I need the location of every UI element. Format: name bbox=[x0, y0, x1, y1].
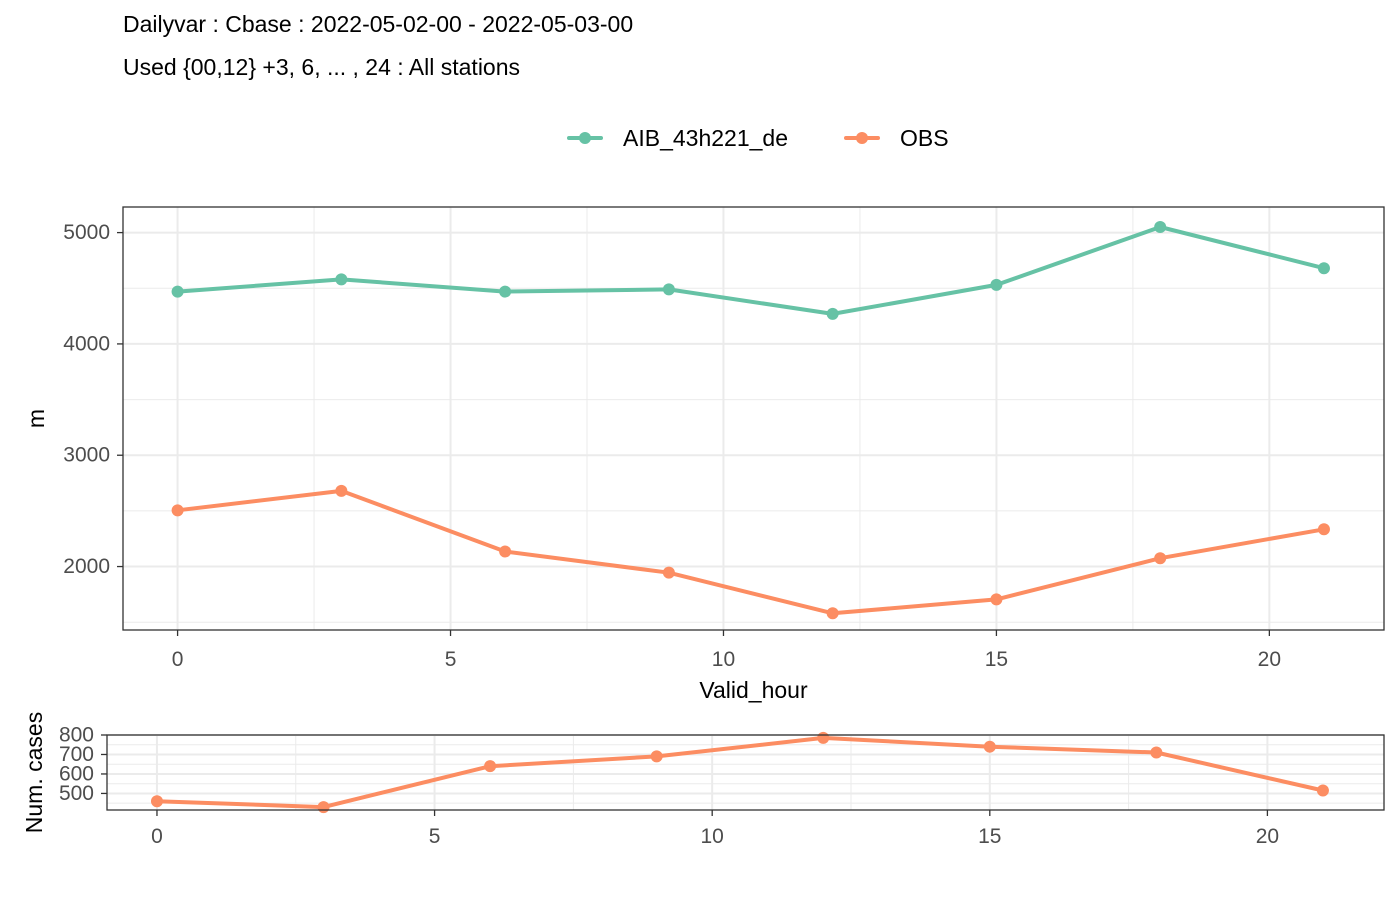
main-data-point bbox=[171, 504, 184, 517]
cases-y-tick-label: 800 bbox=[59, 724, 94, 747]
legend-item-model: AIB_43h221_de bbox=[565, 118, 788, 158]
cases-data-point bbox=[150, 795, 163, 808]
cases-x-tick-label: 5 bbox=[429, 825, 441, 848]
cases-x-tick-label: 15 bbox=[978, 825, 1001, 848]
cases-panel-border bbox=[106, 734, 1385, 811]
legend-item-obs: OBS bbox=[842, 118, 949, 158]
main-data-point bbox=[335, 273, 348, 286]
legend-key-model bbox=[565, 118, 605, 158]
legend-label-obs: OBS bbox=[900, 124, 949, 151]
main-data-point bbox=[990, 278, 1003, 291]
main-y-tick-label: 5000 bbox=[63, 221, 110, 244]
cases-y-axis-label: Num. cases bbox=[21, 712, 47, 833]
cases-data-point bbox=[817, 731, 830, 744]
main-y-tick-label: 4000 bbox=[63, 332, 110, 355]
main-panel bbox=[123, 207, 1384, 630]
main-y-tick-label: 2000 bbox=[63, 555, 110, 578]
main-data-point bbox=[499, 545, 512, 558]
main-x-tick-label: 10 bbox=[712, 648, 735, 671]
chart-title: Dailyvar : Cbase : 2022-05-02-00 - 2022-… bbox=[123, 11, 634, 37]
main-x-tick-label: 15 bbox=[985, 648, 1008, 671]
main-data-point bbox=[990, 593, 1003, 606]
main-series-line-1 bbox=[175, 488, 1326, 616]
main-data-point bbox=[499, 285, 512, 298]
main-data-point bbox=[662, 566, 675, 579]
cases-data-point bbox=[650, 750, 663, 763]
legend-label-model: AIB_43h221_de bbox=[623, 124, 788, 151]
cases-data-point bbox=[317, 801, 330, 814]
main-series-line-0 bbox=[175, 225, 1326, 316]
main-data-point bbox=[1154, 221, 1167, 234]
cases-data-point bbox=[1316, 784, 1329, 797]
main-data-point bbox=[826, 607, 839, 620]
legend-key-obs bbox=[842, 118, 882, 158]
main-data-point bbox=[1317, 262, 1330, 275]
main-x-tick-label: 5 bbox=[445, 648, 457, 671]
main-y-tick-label: 3000 bbox=[63, 444, 110, 467]
cases-x-tick-label: 20 bbox=[1256, 825, 1279, 848]
cases-series-line-0 bbox=[155, 735, 1325, 810]
chart-subtitle: Used {00,12} +3, 6, ... , 24 : All stati… bbox=[123, 54, 521, 80]
cases-x-tick-label: 10 bbox=[701, 825, 724, 848]
main-data-point bbox=[1317, 523, 1330, 536]
main-data-point bbox=[1154, 552, 1167, 565]
main-panel-border bbox=[122, 206, 1385, 631]
main-x-axis-label: Valid_hour bbox=[699, 677, 808, 703]
cases-x-tick-label: 0 bbox=[151, 825, 163, 848]
cases-y-tick-label: 500 bbox=[59, 782, 94, 805]
cases-data-point bbox=[983, 740, 996, 753]
main-x-tick-label: 0 bbox=[172, 648, 184, 671]
main-data-point bbox=[826, 307, 839, 320]
main-data-point bbox=[171, 285, 184, 298]
cases-data-point bbox=[1150, 746, 1163, 759]
legend: AIB_43h221_de OBS bbox=[0, 118, 1400, 158]
main-data-point bbox=[335, 484, 348, 497]
cases-data-point bbox=[484, 760, 497, 773]
main-y-axis-label: m bbox=[23, 409, 49, 428]
cases-y-tick-label: 700 bbox=[59, 743, 94, 766]
main-x-tick-label: 20 bbox=[1258, 648, 1281, 671]
main-data-point bbox=[662, 283, 675, 296]
cases-y-tick-label: 600 bbox=[59, 762, 94, 785]
